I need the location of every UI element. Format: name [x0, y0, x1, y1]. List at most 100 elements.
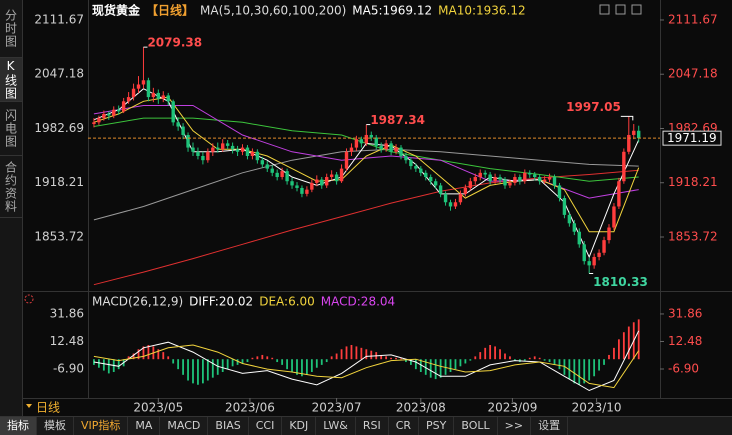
candle-body — [394, 147, 398, 152]
y-tick-label-right: 12.48 — [668, 334, 702, 348]
candle-body — [245, 147, 250, 156]
macd-bar — [558, 359, 561, 370]
low-label: 1810.33 — [593, 275, 648, 289]
candle-body — [448, 202, 453, 207]
toolbar-tab[interactable]: BOLL — [454, 417, 498, 435]
side-tab[interactable]: 分时图 — [0, 0, 22, 58]
candle-body — [300, 187, 304, 194]
side-tab[interactable]: 合约资料 — [0, 156, 22, 218]
macd-bar — [429, 359, 432, 378]
panel-icon[interactable] — [24, 294, 34, 304]
candle-body — [196, 151, 200, 156]
macd-bar — [201, 359, 204, 384]
macd-bar — [325, 359, 328, 363]
toolbar-tab[interactable]: 指标 — [0, 417, 37, 435]
macd-bar — [261, 354, 264, 360]
macd-bar — [548, 359, 551, 363]
macd-bar — [627, 326, 630, 360]
candle-body — [483, 172, 487, 175]
toolbar-tab[interactable]: 模板 — [37, 417, 74, 435]
macd-bar — [588, 359, 591, 381]
toolbar-tab[interactable]: LW& — [316, 417, 356, 435]
candle-body — [419, 168, 423, 173]
candle-body — [181, 126, 185, 135]
y-tick-label-left: 1982.69 — [34, 121, 84, 135]
candle-body — [414, 166, 418, 169]
candle-body — [547, 177, 552, 180]
toolbar-tab[interactable]: BIAS — [208, 417, 249, 435]
candle-body — [176, 122, 180, 127]
sidebar: 分时图 K线图 闪电图 合约资料 — [0, 0, 23, 416]
dropdown-arrow[interactable] — [26, 404, 32, 408]
macd-line — [93, 330, 640, 392]
toolbar-icons[interactable] — [599, 4, 642, 15]
candle-body — [602, 240, 606, 253]
toolbar-tab[interactable]: 设置 — [531, 417, 569, 435]
high-label: 1987.34 — [370, 113, 425, 127]
candle-body — [136, 84, 141, 89]
macd-bar — [340, 349, 343, 360]
toolbar-tab[interactable]: VIP指标 — [74, 417, 129, 435]
macd-bar — [414, 359, 417, 370]
candle-body — [587, 261, 591, 266]
toolbar-tab[interactable]: MA — [128, 417, 161, 435]
macd-bar — [162, 352, 165, 360]
candle-body — [528, 172, 532, 175]
toolbar-tab[interactable]: CCI — [249, 417, 283, 435]
macd-bar — [102, 359, 105, 371]
candle-body — [216, 147, 220, 150]
candle-body — [458, 193, 463, 203]
macd-bar — [603, 359, 605, 365]
macd-bar — [499, 349, 501, 360]
candle-body — [369, 134, 373, 138]
candle-body — [433, 181, 438, 186]
toolbar-tab[interactable]: RSI — [356, 417, 389, 435]
candle-body — [186, 134, 190, 148]
macd-bar — [484, 347, 487, 360]
y-tick-label-left: 2047.18 — [34, 67, 84, 81]
macd-bar — [578, 359, 581, 385]
ma-line — [93, 105, 639, 199]
candle-body — [622, 151, 626, 182]
y-tick-label-right: 2111.67 — [668, 12, 718, 26]
candle-body — [344, 151, 349, 169]
macd-bar — [528, 357, 531, 360]
macd-bar — [251, 357, 254, 360]
macd-bar — [439, 359, 442, 378]
period-selector[interactable]: 日线 — [36, 401, 60, 415]
toolbar-tab[interactable]: MACD — [160, 417, 209, 435]
candle-body — [389, 143, 393, 152]
toolbar-tab[interactable]: CR — [389, 417, 420, 435]
side-tab[interactable]: 闪电图 — [0, 102, 22, 156]
y-tick-label-right: 1918.21 — [668, 175, 718, 189]
candle-body — [562, 198, 567, 215]
candle-body — [225, 143, 230, 146]
y-tick-label-left: 1918.21 — [34, 175, 84, 189]
macd-bar — [177, 359, 180, 370]
candle-body — [379, 145, 383, 150]
candle-body — [240, 147, 245, 152]
macd-bar — [454, 359, 457, 370]
macd-bar — [598, 359, 600, 371]
macd-bar — [464, 359, 467, 364]
macd-bar — [345, 346, 348, 360]
toolbar-tab[interactable]: >> — [498, 417, 532, 435]
macd-bar — [286, 359, 288, 370]
y-tick-label-left: 12.48 — [50, 334, 84, 348]
toolbar-tab[interactable]: PSY — [419, 417, 455, 435]
header-label: MACD(26,12,9) — [92, 295, 183, 309]
macd-bar — [256, 356, 259, 360]
candle-body — [146, 80, 151, 98]
candle-body — [429, 177, 433, 182]
chart: 2079.38 1987.34 1997.05 1810.33 日线 1853.… — [22, 0, 732, 415]
macd-bar — [409, 359, 412, 365]
macd-bar — [355, 346, 358, 360]
macd-bar — [276, 359, 279, 363]
macd-bar — [509, 356, 511, 360]
candle-body — [141, 80, 146, 85]
candle-body — [131, 88, 136, 98]
toolbar-tab[interactable]: KDJ — [282, 417, 317, 435]
side-tab[interactable]: K线图 — [0, 58, 22, 102]
macd-bar — [310, 359, 313, 372]
